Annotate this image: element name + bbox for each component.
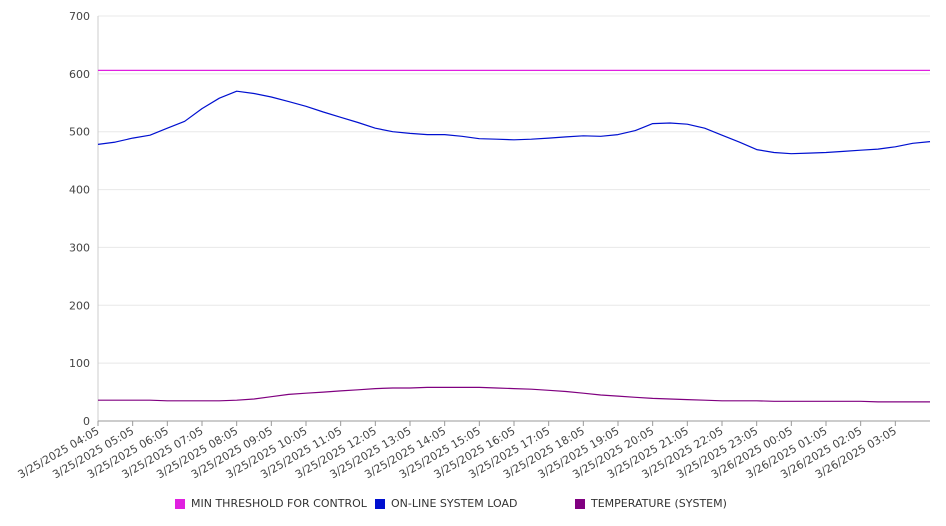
legend-label-min-threshold: MIN THRESHOLD FOR CONTROL bbox=[191, 497, 367, 510]
grid-lines bbox=[98, 15, 930, 422]
y-tick-label: 600 bbox=[69, 68, 90, 81]
y-tick-label: 500 bbox=[69, 126, 90, 139]
legend-swatch-temperature bbox=[575, 498, 585, 509]
y-tick-label: 300 bbox=[69, 241, 90, 254]
y-tick-label: 0 bbox=[83, 415, 90, 428]
series-lines bbox=[97, 69, 931, 403]
y-tick-label: 100 bbox=[69, 357, 90, 370]
legend-item-temperature[interactable]: TEMPERATURE (SYSTEM) bbox=[575, 497, 727, 510]
series-line-2 bbox=[97, 90, 931, 155]
y-tick-label: 200 bbox=[69, 299, 90, 312]
legend-label-temperature: TEMPERATURE (SYSTEM) bbox=[591, 497, 727, 510]
series-line-3 bbox=[98, 386, 930, 403]
legend-item-system-load[interactable]: ON-LINE SYSTEM LOAD bbox=[375, 497, 517, 510]
y-axis: 0 100 200 300 400 500 600 700 bbox=[69, 10, 99, 428]
legend-label-system-load: ON-LINE SYSTEM LOAD bbox=[391, 497, 518, 510]
y-tick-label: 400 bbox=[69, 184, 90, 197]
legend-swatch-min-threshold bbox=[175, 498, 185, 509]
x-axis: 3/25/2025 04:053/25/2025 05:053/25/2025 … bbox=[16, 420, 930, 481]
legend-swatch-system-load bbox=[375, 498, 385, 509]
legend: MIN THRESHOLD FOR CONTROL ON-LINE SYSTEM… bbox=[0, 497, 946, 515]
y-tick-label: 700 bbox=[69, 10, 90, 23]
legend-item-min-threshold[interactable]: MIN THRESHOLD FOR CONTROL bbox=[175, 497, 367, 510]
